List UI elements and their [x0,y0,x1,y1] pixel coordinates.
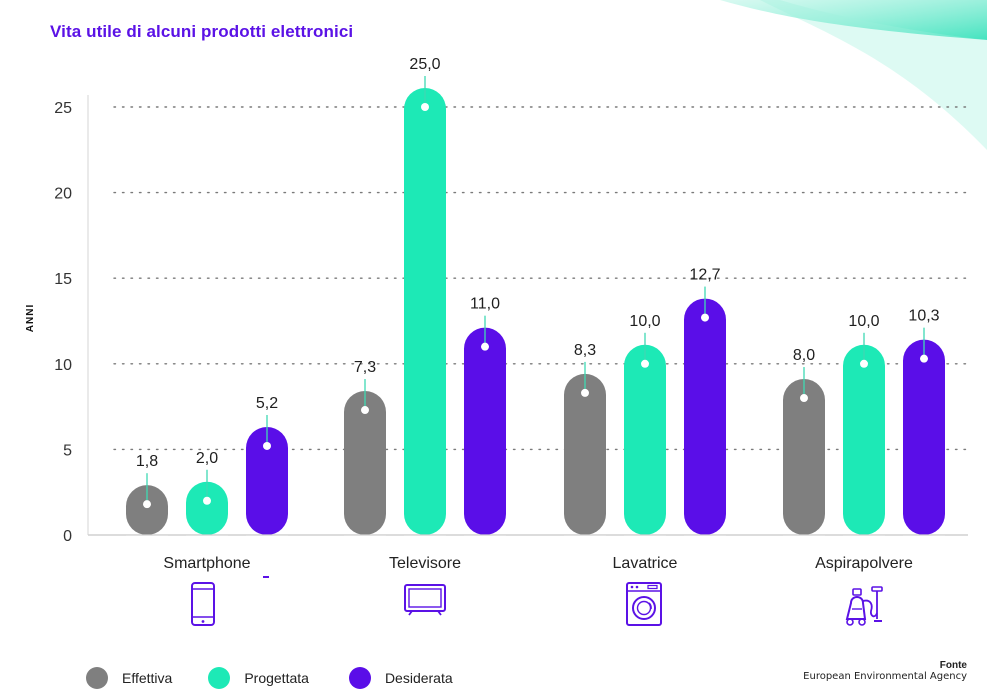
value-dot [701,313,709,322]
value-dot [481,342,489,351]
source-title: Fonte [939,660,967,671]
category-label: Aspirapolvere [815,555,913,572]
bar-effettiva [344,391,386,535]
bar-bottom-mask [404,535,446,557]
chart-title: Vita utile di alcuni prodotti elettronic… [50,22,354,41]
vacuum-cleaner-icon [841,583,887,629]
bar-progettata [186,481,228,535]
y-tick-label: 10 [54,357,72,374]
bar-bottom-mask [464,535,506,557]
bar-bottom-mask [564,535,606,557]
category-label: Smartphone [163,555,250,572]
data-label: 25,0 [409,56,440,73]
category-label: Televisore [389,555,461,572]
value-dot [361,406,369,415]
data-label: 12,7 [689,267,720,284]
data-label: 8,0 [793,347,815,364]
bar-bottom-mask [684,535,726,557]
bar-bottom-mask [246,535,288,557]
bar-desiderata [684,298,726,535]
y-tick-label: 0 [63,528,72,545]
value-dot [143,500,151,509]
y-tick-label: 25 [54,100,72,117]
value-dot [581,388,589,397]
bar-effettiva [126,485,168,535]
bar-progettata [843,344,885,535]
bar-progettata [404,88,446,535]
bar-bottom-mask [624,535,666,557]
data-label: 8,3 [574,342,596,359]
bar-bottom-mask [186,535,228,557]
bar-progettata [624,344,666,535]
legend-swatch-effettiva [86,667,108,689]
legend-label: Progettata [244,670,309,686]
y-tick-label: 5 [63,442,72,459]
legend: Effettiva Progettata Desiderata [86,666,489,690]
data-label: 2,0 [196,450,218,467]
legend-swatch-progettata [208,667,231,689]
value-dot [800,394,808,403]
y-axis-label: ANNI [25,304,36,332]
data-label: 11,0 [470,296,500,313]
bar-bottom-mask [843,535,885,557]
legend-item-desiderata: Desiderata [348,667,453,689]
data-label: 10,0 [848,313,879,330]
value-dot [203,496,211,505]
bar-bottom-mask [903,535,945,557]
source-text: European Environmental Agency [803,671,967,682]
decorative-dash [263,576,269,578]
washing-machine-icon [621,581,667,627]
smartphone-icon [181,581,227,627]
legend-item-progettata: Progettata [208,667,309,689]
bar-bottom-mask [783,535,825,557]
data-label: 10,0 [629,313,660,330]
data-label: 7,3 [354,359,376,376]
bar-desiderata [246,426,288,535]
legend-item-effettiva: Effettiva [86,667,172,689]
data-label: 5,2 [256,395,278,412]
bar-effettiva [783,379,825,535]
value-dot [920,354,928,363]
y-tick-label: 20 [54,186,72,203]
bar-desiderata [464,327,506,535]
value-dot [421,103,429,111]
legend-label: Desiderata [384,670,453,686]
source-note: Fonte European Environmental Agency [803,660,967,682]
bar-bottom-mask [344,535,386,557]
television-icon [402,580,448,626]
data-label: 1,8 [136,453,158,470]
category-label: Lavatrice [613,555,678,572]
value-dot [860,359,868,368]
legend-label: Effettiva [122,670,173,686]
bar-desiderata [903,339,945,535]
value-dot [263,441,271,450]
data-label: 10,3 [908,308,939,325]
bar-effettiva [564,373,606,535]
bar-bottom-mask [126,535,168,557]
value-dot [641,359,649,368]
legend-swatch-desiderata [348,667,371,689]
y-tick-label: 15 [54,271,72,288]
